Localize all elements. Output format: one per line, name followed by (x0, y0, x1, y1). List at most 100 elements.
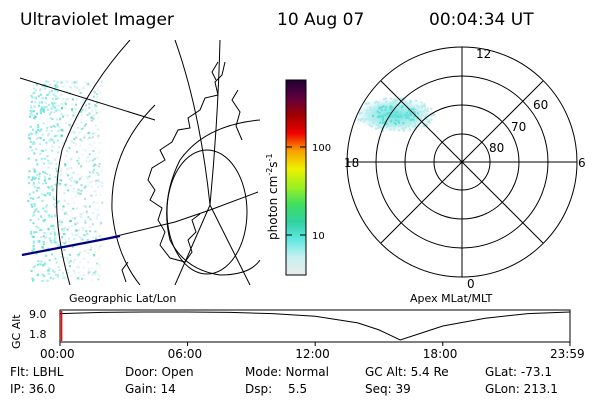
emission-pixel (57, 151, 60, 154)
emission-pixel (36, 83, 38, 86)
earth-limb (56, 40, 131, 285)
emission-pixel (90, 119, 93, 122)
emission-pixel (35, 252, 38, 255)
emission-pixel (385, 126, 388, 128)
emission-pixel (379, 121, 382, 124)
emission-pixel (81, 108, 84, 111)
emission-pixel (92, 165, 95, 168)
emission-pixel (50, 241, 53, 244)
emission-pixel (47, 228, 50, 230)
emission-pixel (69, 179, 72, 182)
emission-pixel (96, 135, 99, 138)
emission-pixel (387, 112, 390, 114)
emission-pixel (94, 124, 97, 127)
emission-pixel (368, 114, 371, 117)
emission-pixel (57, 104, 60, 107)
emission-pixel (96, 156, 99, 159)
emission-pixel (54, 105, 57, 108)
emission-pixel (358, 112, 361, 115)
emission-pixel (59, 220, 62, 222)
emission-pixel (75, 266, 78, 269)
emission-pixel (93, 253, 96, 256)
emission-pixel (91, 115, 94, 118)
emission-pixel (40, 106, 43, 109)
emission-pixel (403, 114, 406, 117)
emission-pixel (87, 273, 90, 276)
emission-pixel (93, 272, 96, 275)
emission-pixel (58, 126, 61, 129)
emission-pixel (92, 168, 95, 171)
emission-pixel (80, 184, 83, 187)
emission-pixel (64, 101, 67, 103)
emission-pixel (55, 167, 58, 170)
emission-pixel (83, 277, 86, 280)
emission-pixel (37, 210, 40, 213)
emission-pixel (54, 158, 57, 161)
emission-pixel (415, 109, 418, 111)
emission-pixel (62, 98, 64, 101)
emission-pixel (61, 86, 64, 88)
emission-pixel (50, 215, 53, 218)
emission-pixel (70, 184, 73, 187)
emission-pixel (29, 197, 32, 200)
emission-pixel (70, 172, 73, 175)
emission-pixel (89, 218, 92, 221)
emission-pixel (38, 104, 40, 107)
emission-pixel (44, 157, 47, 160)
altitude-tick-9: 9.0 (29, 308, 47, 321)
emission-pixel (56, 84, 59, 87)
emission-pixel (63, 242, 66, 245)
emission-pixel (425, 118, 428, 121)
emission-pixel (41, 101, 43, 104)
emission-pixel (95, 88, 98, 91)
coastline (147, 61, 226, 263)
emission-pixel (47, 166, 50, 169)
emission-pixel (64, 183, 67, 186)
emission-pixel (70, 167, 73, 170)
emission-pixel (43, 241, 46, 244)
emission-pixel (51, 102, 54, 105)
emission-pixel (72, 187, 75, 190)
emission-pixel (87, 252, 90, 254)
emission-pixel (84, 108, 87, 111)
emission-pixel (67, 202, 70, 205)
emission-pixel (52, 125, 55, 127)
emission-pixel (63, 199, 66, 202)
emission-pixel (91, 267, 93, 269)
emission-pixel (73, 131, 76, 134)
emission-pixel (430, 114, 433, 117)
emission-pixel (73, 245, 76, 248)
emission-pixel (376, 110, 379, 113)
emission-pixel (99, 84, 102, 87)
emission-pixel (52, 227, 55, 230)
emission-pixel (77, 110, 80, 113)
emission-pixel (393, 98, 396, 101)
emission-pixel (30, 105, 33, 108)
emission-pixel (88, 160, 91, 163)
emission-pixel (31, 149, 34, 152)
emission-pixel (45, 80, 48, 83)
emission-pixel (100, 169, 103, 172)
emission-pixel (411, 118, 414, 121)
emission-pixel (97, 165, 100, 168)
emission-pixel (43, 108, 45, 111)
emission-pixel (42, 106, 45, 109)
emission-pixel (32, 92, 35, 95)
emission-pixel (34, 116, 37, 119)
emission-pixel (52, 188, 55, 190)
emission-pixel (408, 112, 411, 115)
emission-pixel (63, 249, 66, 252)
emission-pixel (55, 109, 58, 112)
emission-pixel (97, 278, 100, 281)
emission-pixel (47, 215, 50, 218)
emission-pixel (31, 235, 34, 238)
emission-pixel (53, 232, 56, 235)
emission-pixel (48, 174, 51, 176)
emission-pixel (52, 196, 55, 198)
header: Ultraviolet Imager 10 Aug 07 00:04:34 UT (0, 0, 600, 30)
emission-pixel (98, 111, 101, 114)
emission-pixel (78, 274, 81, 277)
emission-pixel (92, 150, 95, 152)
emission-pixel (427, 120, 430, 123)
emission-pixel (45, 97, 47, 100)
